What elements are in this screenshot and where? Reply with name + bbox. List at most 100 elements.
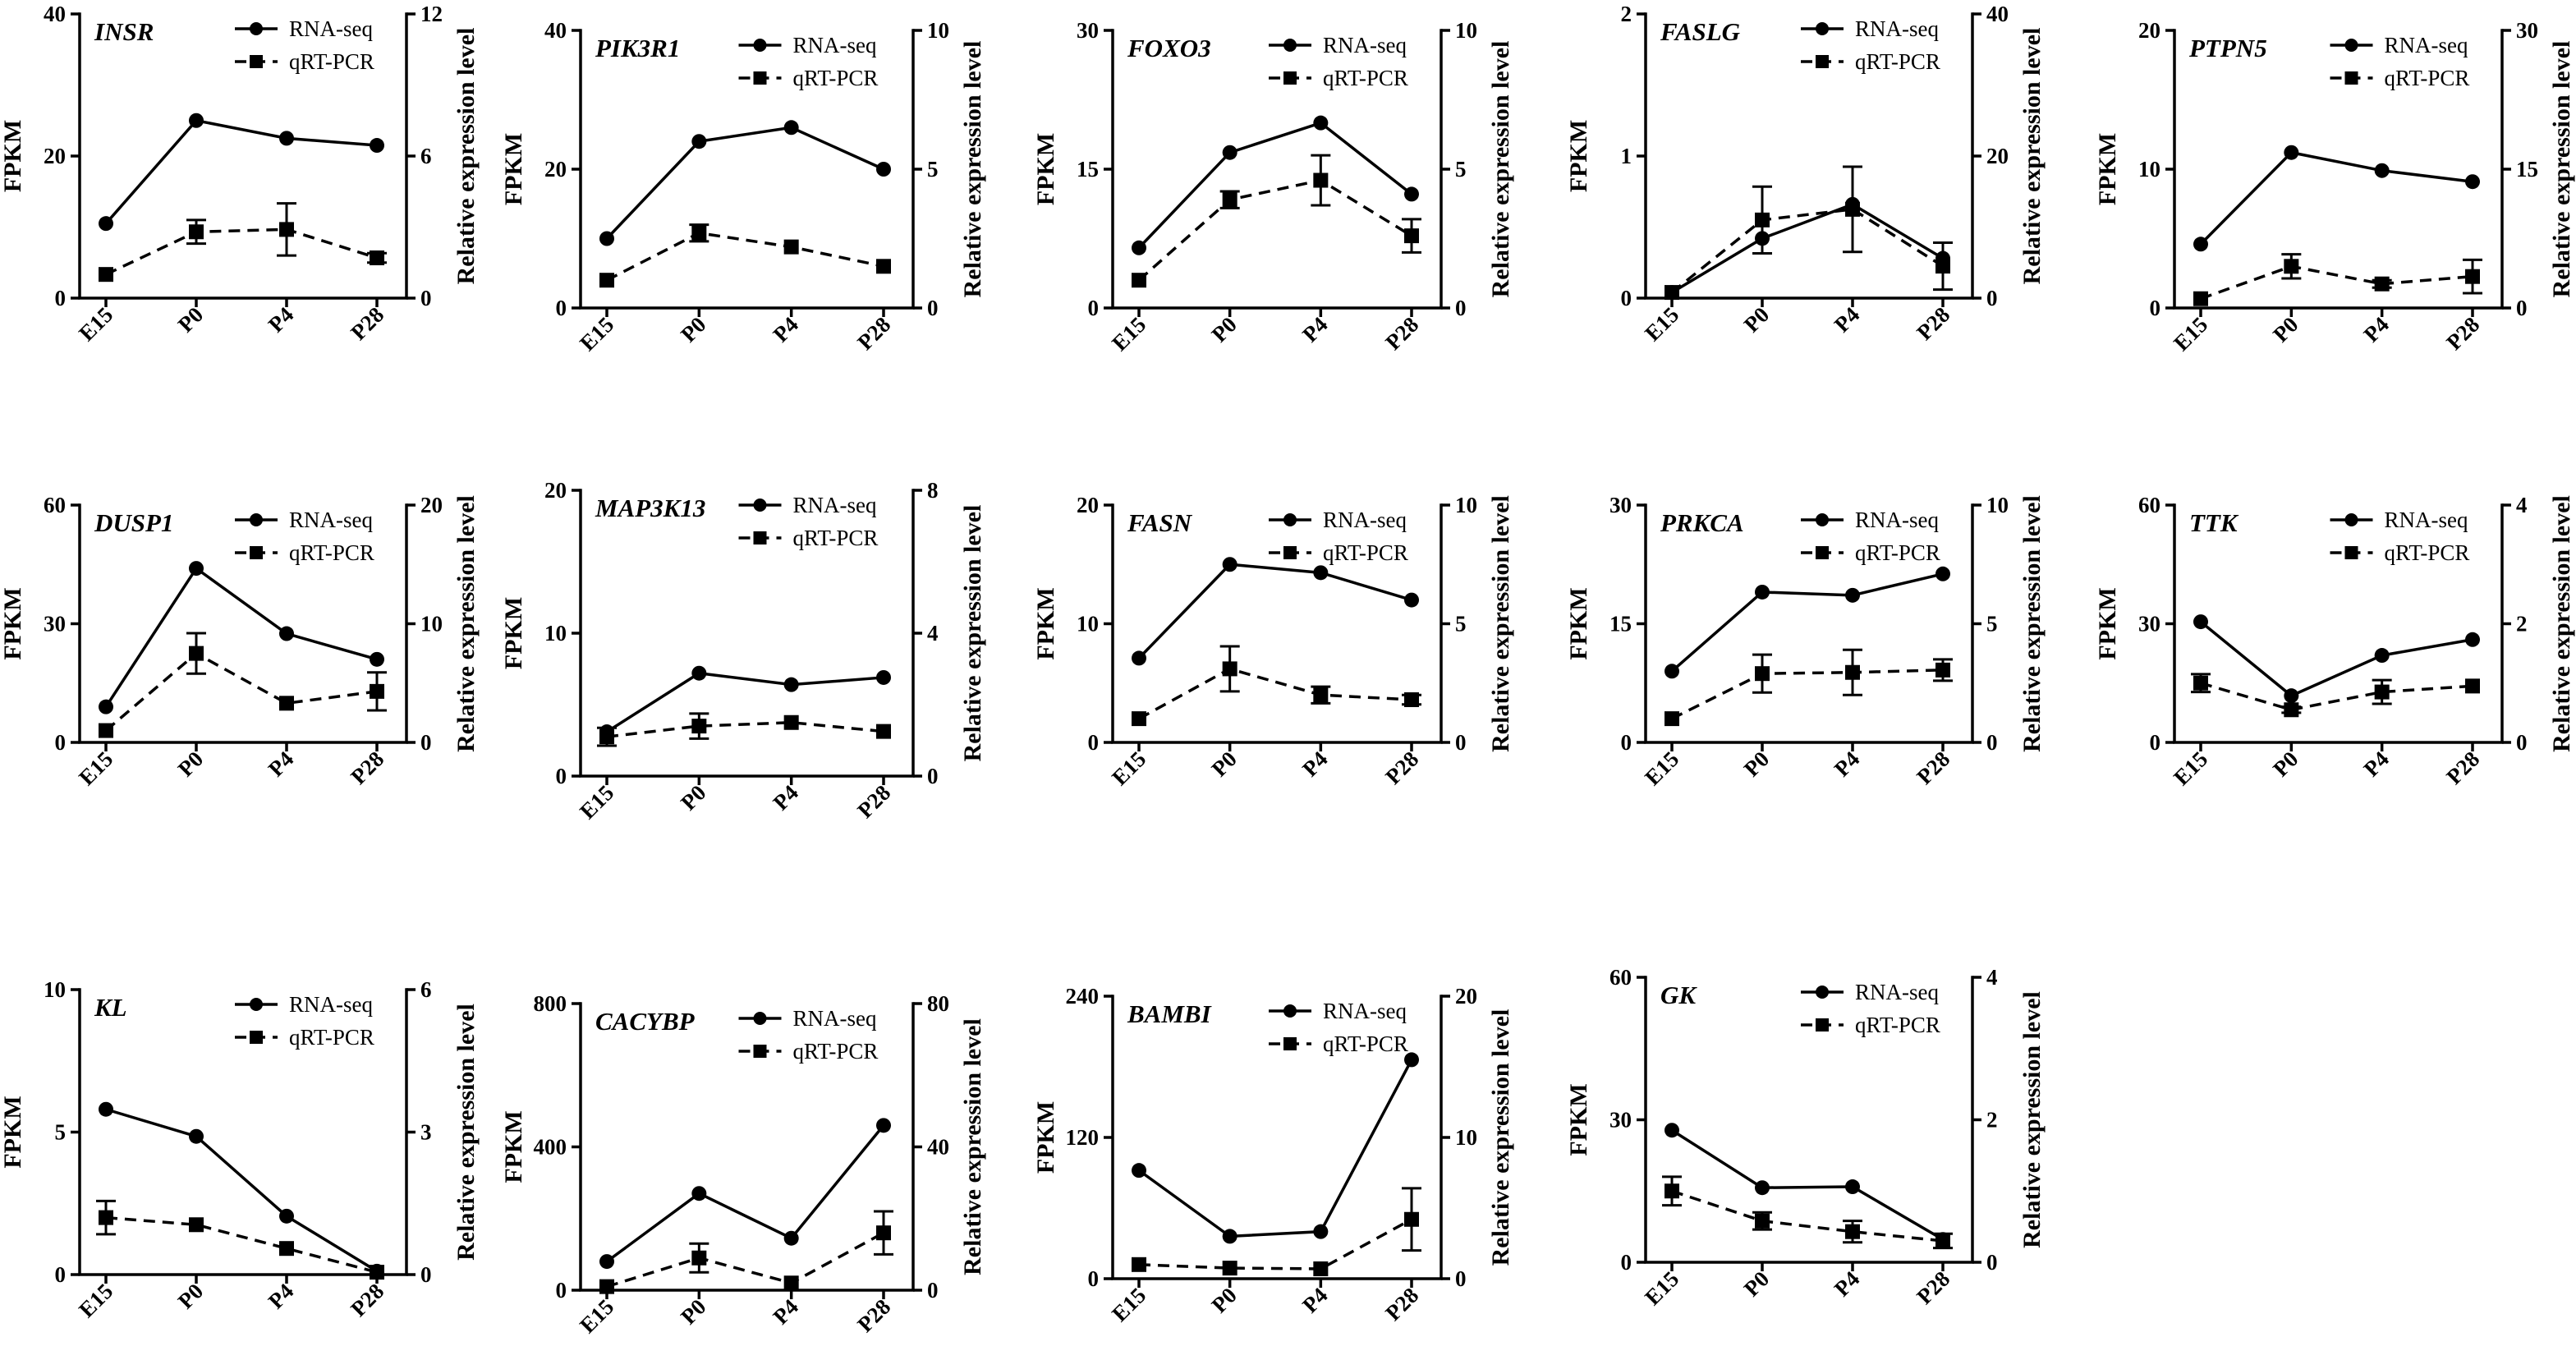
legend-rna-marker [1283, 39, 1297, 52]
x-tick-label: P28 [852, 780, 895, 823]
y-left-label: FPKM [2094, 587, 2121, 659]
legend-rna-marker [1283, 1004, 1297, 1018]
y-left-tick-label: 30 [44, 612, 66, 636]
rna-seq-point [189, 1128, 204, 1144]
y-left-label: FPKM [0, 120, 26, 192]
qrt-pcr-point [1665, 711, 1679, 727]
y-right-tick-label: 5 [927, 157, 939, 181]
y-right-tick-label: 0 [927, 1278, 939, 1303]
x-tick-label: E15 [2169, 747, 2212, 790]
rna-seq-point [1845, 587, 1860, 603]
gene-title: FASLG [1660, 17, 1741, 46]
x-tick-label: E15 [575, 1294, 618, 1338]
rna-seq-point [279, 626, 294, 641]
qrt-pcr-point [2374, 276, 2390, 292]
rna-seq-point [1755, 1180, 1770, 1196]
y-left-tick-label: 0 [55, 286, 67, 310]
y-right-tick-label: 10 [1455, 493, 1477, 517]
rna-seq-line [2199, 150, 2473, 246]
y-left-tick-label: 0 [2150, 296, 2161, 320]
legend-rna-label: RNA-seq [793, 493, 877, 517]
qrt-pcr-line [1671, 669, 1944, 720]
legend-pcr-marker [250, 1031, 263, 1044]
qrt-pcr-point [99, 723, 113, 738]
y-right-label: Relative expression level [2018, 28, 2046, 285]
legend-rna-marker [250, 998, 263, 1011]
y-right-tick-label: 0 [1455, 296, 1467, 320]
y-left-tick-label: 0 [556, 1278, 567, 1303]
x-tick-label: P0 [2268, 312, 2303, 347]
y-left-tick-label: 2 [1621, 2, 1632, 26]
legend-pcr-marker [1816, 546, 1829, 559]
qrt-pcr-point [1845, 201, 1860, 217]
y-right-tick-label: 6 [420, 144, 432, 168]
rna-seq-point [1313, 565, 1329, 581]
qrt-pcr-point [1132, 711, 1146, 727]
y-right-tick-label: 0 [1986, 286, 1998, 310]
qrt-pcr-point [189, 1217, 204, 1233]
y-right-tick-label: 0 [2516, 296, 2528, 320]
y-left-tick-label: 40 [44, 2, 66, 26]
y-right-label: Relative expression level [1487, 495, 1514, 752]
x-tick-label: P0 [173, 302, 208, 337]
y-left-label: FPKM [1565, 120, 1592, 192]
y-left-tick-label: 0 [1621, 1250, 1632, 1275]
legend-pcr-marker [1283, 546, 1297, 559]
qrt-pcr-point [1132, 1257, 1146, 1272]
y-right-label: Relative expression level [959, 41, 986, 298]
y-right-label: Relative expression level [2018, 495, 2046, 752]
legend-pcr-label: qRT-PCR [1323, 1031, 1408, 1056]
x-tick-label: E15 [1640, 1266, 1683, 1310]
rna-seq-point [599, 231, 614, 246]
y-right-tick-label: 20 [420, 493, 443, 517]
legend-rna-label: RNA-seq [1855, 508, 1939, 532]
x-tick-label: P28 [1380, 1283, 1423, 1326]
qrt-pcr-point [876, 724, 891, 739]
y-left-label: FPKM [1032, 133, 1059, 205]
y-right-tick-label: 8 [927, 478, 939, 503]
y-left-tick-label: 0 [55, 1262, 67, 1287]
y-right-label: Relative expression level [1487, 41, 1514, 298]
rna-seq-point [2374, 163, 2390, 178]
y-left-tick-label: 10 [1077, 612, 1099, 636]
rna-seq-point [2465, 632, 2480, 647]
legend-pcr-label: qRT-PCR [1855, 1013, 1940, 1037]
rna-seq-point [783, 677, 799, 692]
rna-seq-line [2199, 620, 2473, 698]
gene-title: INSR [94, 17, 154, 46]
rna-seq-point [99, 216, 113, 232]
qrt-pcr-point [783, 239, 799, 255]
y-right-tick-label: 0 [420, 1262, 432, 1287]
x-tick-label: E15 [575, 780, 618, 824]
y-right-tick-label: 2 [2516, 612, 2528, 636]
rna-seq-point [876, 669, 891, 685]
y-left-tick-label: 20 [544, 478, 567, 503]
y-right-tick-label: 20 [1986, 144, 2009, 168]
legend-pcr-marker [250, 55, 263, 68]
y-left-tick-label: 10 [544, 621, 567, 646]
qrt-pcr-point [370, 683, 384, 699]
rna-seq-point [1132, 240, 1146, 255]
qrt-pcr-point [783, 714, 799, 730]
gene-title: GK [1660, 981, 1697, 1009]
qrt-pcr-point [1755, 212, 1770, 227]
qrt-pcr-point [370, 1265, 384, 1280]
qrt-pcr-line [606, 1231, 884, 1289]
y-right-tick-label: 4 [1986, 965, 1998, 990]
y-right-label: Relative expression level [2548, 41, 2575, 298]
legend-rna-marker [250, 22, 263, 35]
rna-seq-point [370, 138, 384, 154]
rna-seq-point [2284, 688, 2299, 704]
qrt-pcr-point [1404, 691, 1419, 707]
legend-pcr-label: qRT-PCR [289, 540, 374, 565]
rna-seq-point [99, 1101, 113, 1117]
y-left-label: FPKM [0, 1096, 26, 1168]
y-right-label: Relative expression level [2018, 991, 2046, 1248]
legend-pcr-label: qRT-PCR [1323, 540, 1408, 565]
rna-seq-point [691, 1186, 707, 1201]
qrt-pcr-point [1935, 259, 1950, 274]
y-right-tick-label: 5 [1455, 157, 1467, 181]
qrt-pcr-point [2465, 269, 2480, 284]
qrt-pcr-point [1222, 1261, 1237, 1276]
